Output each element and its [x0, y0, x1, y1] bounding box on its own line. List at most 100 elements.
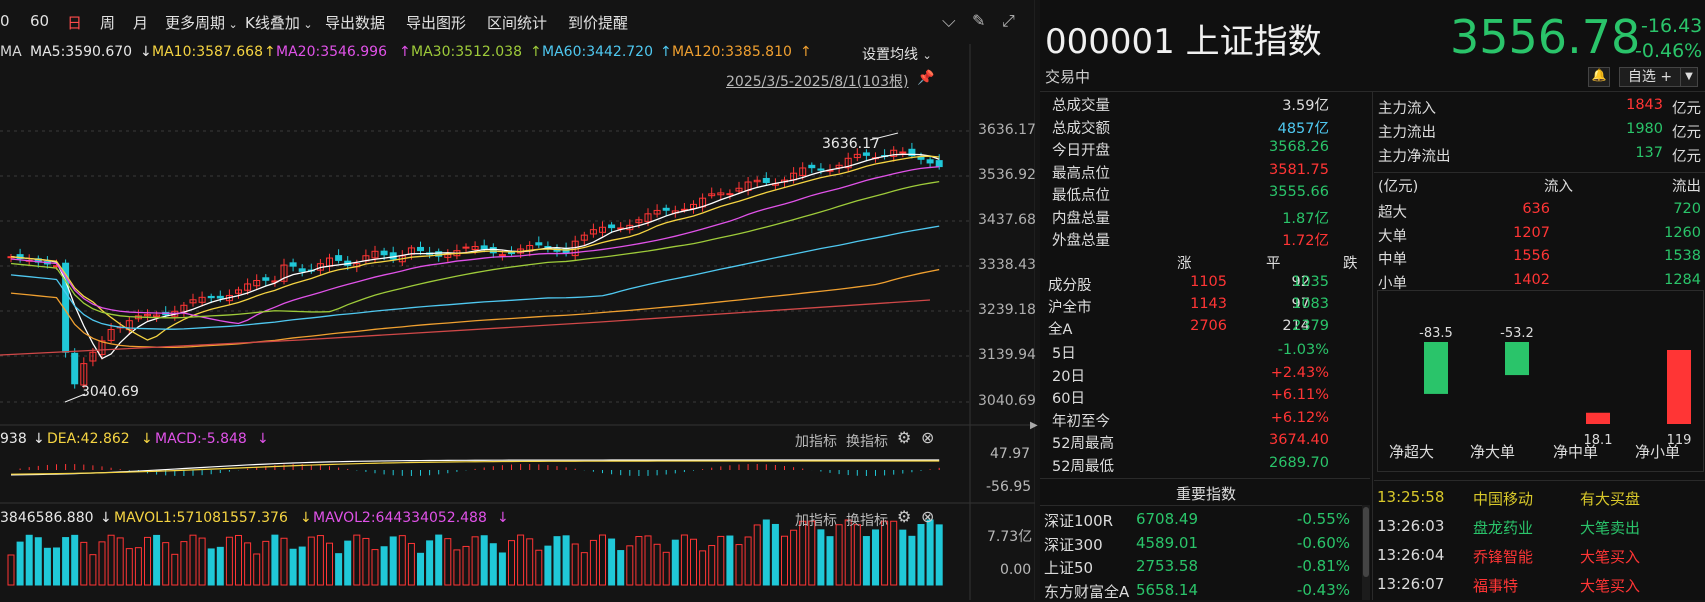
flow-summary-unit: 亿元: [1672, 101, 1701, 117]
add-indicator-button[interactable]: 加指标: [795, 434, 837, 450]
gear-icon[interactable]: ⚙: [897, 428, 912, 447]
chart-toolbar: 0 60 日 周 月 更多周期 ⌄ K线叠加 ⌄ 导出数据 导出图形 区间统计 …: [0, 0, 1035, 44]
change-indicator-button[interactable]: 换指标: [846, 434, 888, 450]
period-60min[interactable]: 60: [30, 12, 50, 30]
gear-icon[interactable]: ⚙: [897, 507, 912, 526]
price-alert-button[interactable]: 到价提醒: [568, 14, 629, 32]
volume-bar: [553, 536, 561, 586]
volume-bar: [180, 541, 188, 586]
candle-body: [16, 254, 24, 260]
pin-icon[interactable]: 📌: [917, 70, 935, 86]
flow-summary-label: 主力净流出: [1378, 149, 1451, 165]
candle-body: [316, 263, 324, 271]
index-value: 4589.01: [1135, 533, 1198, 552]
candle-body: [89, 351, 97, 362]
volume-bar: [790, 529, 798, 586]
volume-bar: [890, 520, 898, 586]
candle-body: [134, 315, 142, 320]
volume-bar: [162, 542, 170, 586]
chevron-down-circle-icon[interactable]: ⌵: [942, 11, 956, 32]
index-name[interactable]: 深证300: [1044, 535, 1103, 554]
tick-stock-name[interactable]: 福事特: [1473, 577, 1519, 595]
volume-bar: [690, 538, 697, 586]
flow-summary-value: 137: [1635, 145, 1663, 161]
dea-line: [10, 460, 940, 475]
volume-bar: [125, 548, 133, 586]
mavol1-value: MAVOL1:571081557.376: [114, 510, 288, 526]
indices-scrollbar[interactable]: [1362, 505, 1370, 600]
flow-row-out: 1538: [1664, 248, 1701, 264]
flow-bar-label: 119: [1667, 433, 1692, 448]
ma30-value: MA30:3512.038: [411, 44, 522, 60]
scrollbar-thumb[interactable]: [1363, 507, 1369, 577]
candle-body: [717, 192, 725, 196]
flow-summary-label: 主力流入: [1378, 101, 1436, 117]
volume-bar: [589, 539, 597, 586]
volume-bar: [225, 536, 233, 586]
range-stats-button[interactable]: 区间统计: [487, 14, 548, 32]
index-name[interactable]: 上证50: [1044, 559, 1094, 577]
kline-overlay-dropdown[interactable]: K线叠加 ⌄: [245, 12, 313, 33]
add-indicator-button[interactable]: 加指标: [795, 513, 837, 529]
arrow-down-icon: ↓: [33, 431, 45, 447]
ma-settings-button[interactable]: 设置均线 ⌄: [862, 44, 932, 64]
ma120-value: MA120:3385.810: [672, 44, 792, 60]
period-week[interactable]: 周: [100, 14, 116, 32]
volume-bar: [699, 550, 707, 586]
candle-body: [407, 247, 415, 255]
volume-bar: [762, 519, 770, 586]
period-day[interactable]: 日: [67, 14, 83, 32]
index-name[interactable]: 深证100R: [1044, 512, 1114, 530]
index-change-pct: -0.55%: [1296, 510, 1350, 528]
close-icon[interactable]: ⊗: [921, 507, 935, 526]
close-icon[interactable]: ⊗: [921, 428, 935, 447]
stat-label: 总成交量: [1052, 98, 1110, 114]
more-period-dropdown[interactable]: 更多周期 ⌄: [165, 12, 238, 33]
volume-bar: [253, 553, 261, 586]
vol-axis-top: 7.73亿: [987, 529, 1033, 545]
candle-body: [144, 313, 151, 317]
breadth-flat: 214: [1282, 318, 1310, 334]
breadth-flat: 92: [1291, 274, 1310, 290]
chevron-down-icon: ⌄: [299, 18, 313, 31]
watchlist-dropdown-icon[interactable]: ▼: [1680, 67, 1698, 87]
arrow-up-icon: ↑: [264, 44, 276, 60]
stat-label: 外盘总量: [1052, 233, 1110, 249]
export-data-button[interactable]: 导出数据: [325, 14, 386, 32]
performance-value: -1.03%: [1277, 342, 1329, 358]
volume-bar: [544, 545, 552, 586]
ma-long-line: [0, 299, 931, 356]
performance-label: 5日: [1052, 346, 1076, 362]
volume-bar: [680, 534, 688, 586]
tick-stock-name[interactable]: 盘龙药业: [1473, 519, 1534, 537]
arrow-down-icon: ↓: [257, 431, 269, 447]
period-month[interactable]: 月: [133, 14, 149, 32]
export-chart-button[interactable]: 导出图形: [406, 14, 467, 32]
flow-category-label: 净中单: [1553, 443, 1599, 461]
volume-bar: [862, 536, 870, 586]
period-minute[interactable]: 0: [0, 12, 10, 30]
stat-value: 3555.66: [1269, 184, 1329, 200]
tick-time: 13:26:04: [1377, 546, 1445, 564]
price-change: -16.43: [1641, 15, 1703, 37]
flow-bar-label: 18.1: [1584, 433, 1613, 448]
fullscreen-icon[interactable]: ⤢: [1002, 11, 1015, 30]
index-value: 6708.49: [1135, 510, 1198, 528]
candle-body: [799, 167, 807, 176]
add-watchlist-button[interactable]: 自选 +: [1619, 67, 1681, 87]
candle-body: [471, 245, 479, 251]
candle-body: [62, 262, 70, 353]
arrow-up-icon: ↑: [660, 44, 672, 60]
collapse-arrow-icon[interactable]: ▶: [1030, 420, 1038, 431]
change-indicator-button[interactable]: 换指标: [846, 513, 888, 529]
ma-line: [10, 155, 940, 341]
volume-bar: [189, 534, 197, 586]
tick-stock-name[interactable]: 乔锋智能: [1473, 548, 1534, 566]
stat-value: 3.59亿: [1282, 98, 1329, 114]
index-name[interactable]: 东方财富全A: [1044, 582, 1130, 601]
brush-icon[interactable]: ✎: [972, 11, 986, 30]
arrow-down-icon: ↓: [141, 431, 153, 447]
bell-icon[interactable]: 🔔: [1588, 67, 1610, 87]
tick-stock-name[interactable]: 中国移动: [1473, 490, 1534, 508]
ma-line: [10, 153, 940, 360]
